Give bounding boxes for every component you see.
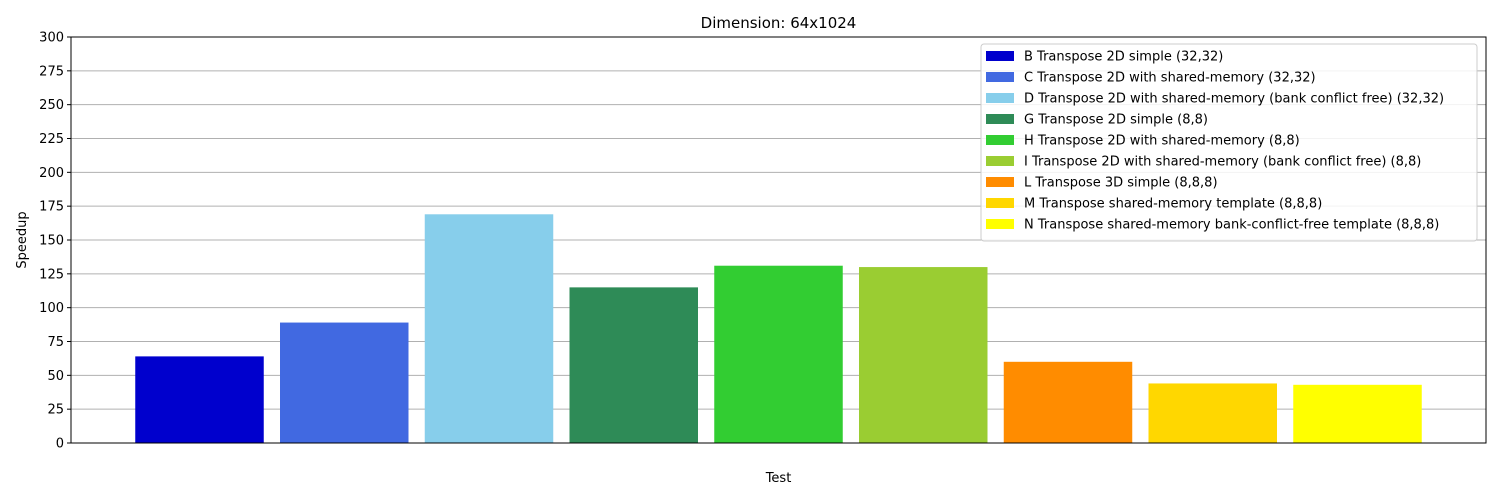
y-tick-label: 300 (39, 31, 64, 46)
legend-swatch (986, 219, 1014, 229)
bar (859, 267, 988, 443)
legend-label: C Transpose 2D with shared-memory (32,32… (1024, 71, 1316, 86)
y-tick-label: 250 (39, 98, 64, 113)
legend-label: G Transpose 2D simple (8,8) (1024, 113, 1208, 128)
y-tick-label: 125 (39, 267, 64, 282)
y-tick-label: 25 (47, 403, 64, 418)
y-tick-label: 275 (39, 64, 64, 79)
legend-label: D Transpose 2D with shared-memory (bank … (1024, 92, 1444, 107)
y-tick-label: 75 (47, 335, 64, 350)
y-tick-label: 100 (39, 301, 64, 316)
y-axis: 0 25 50 75 100 125 150 175 200 225 250 275 300 (39, 31, 71, 452)
bar (135, 356, 264, 443)
y-axis-label: Speedup (15, 211, 30, 268)
legend: B Transpose 2D simple (32,32) C Transpose… (980, 43, 1478, 242)
y-tick-label: 0 (56, 437, 64, 452)
legend-swatch (986, 72, 1014, 82)
bar (280, 322, 409, 443)
legend-swatch (986, 51, 1014, 61)
bar (1293, 384, 1422, 443)
legend-label: I Transpose 2D with shared-memory (bank … (1024, 155, 1421, 170)
bar (714, 265, 843, 443)
bar (1148, 383, 1277, 443)
legend-label: M Transpose shared-memory template (8,8,… (1024, 197, 1322, 212)
legend-label: H Transpose 2D with shared-memory (8,8) (1024, 134, 1300, 149)
bar (569, 287, 698, 443)
y-tick-label: 225 (39, 132, 64, 147)
bars (135, 214, 1422, 443)
legend-swatch (986, 156, 1014, 166)
chart-title: Dimension: 64x1024 (701, 14, 857, 32)
legend-swatch (986, 198, 1014, 208)
bar (1003, 361, 1133, 443)
legend-swatch (986, 177, 1014, 187)
legend-label: N Transpose shared-memory bank-conflict-… (1024, 218, 1439, 233)
x-axis-label: Test (765, 471, 792, 486)
y-tick-label: 175 (39, 200, 64, 215)
legend-label: B Transpose 2D simple (32,32) (1024, 50, 1223, 65)
y-tick-label: 200 (39, 166, 64, 181)
bar (424, 214, 554, 443)
legend-swatch (986, 135, 1014, 145)
legend-swatch (986, 93, 1014, 103)
legend-label: L Transpose 3D simple (8,8,8) (1024, 176, 1218, 191)
legend-swatch (986, 114, 1014, 124)
y-tick-label: 50 (47, 369, 64, 384)
legend-box (980, 43, 1478, 242)
y-tick-label: 150 (39, 234, 64, 249)
